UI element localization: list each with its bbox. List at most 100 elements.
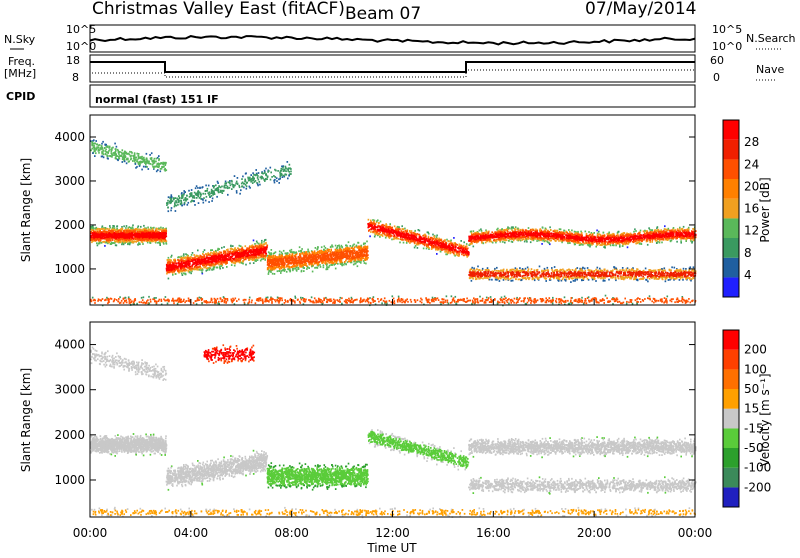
power-echo-cell [132,224,134,226]
power-echo-cell [460,240,462,242]
power-echo-cell [115,237,117,239]
power-echo-cell [301,262,303,264]
power-echo-cell [347,253,349,255]
power-echo-cell [317,251,319,253]
power-echo-cell [138,235,140,237]
power-echo-cell [192,261,194,263]
power-echo-cell [281,252,283,254]
power-echo-cell [123,241,125,243]
power-echo-cell [249,254,251,256]
power-echo-cell [373,221,375,223]
power-echo-cell [287,258,289,260]
power-echo-cell [250,258,252,260]
power-echo-cell [140,226,142,228]
power-echo-cell [463,251,465,253]
power-echo-cell [292,253,294,255]
power-echo-cell [122,232,124,234]
power-echo-cell [205,258,207,260]
power-echo-cell [140,235,142,237]
power-echo-cell [203,251,205,253]
power-echo-cell [332,255,334,257]
power-echo-cell [437,238,439,240]
power-echo-cell [311,263,313,265]
power-echo-cell [340,263,342,265]
power-echo-cell [117,241,119,243]
power-echo-cell [301,259,303,261]
power-echo-cell [291,263,293,265]
power-echo-cell [239,251,241,253]
power-echo-cell [168,278,170,280]
power-echo-cell [268,259,270,261]
power-echo-cell [346,258,348,260]
power-echo-cell [356,245,358,247]
power-echo-cell [357,242,359,244]
power-echo-cell [237,259,239,261]
power-echo-cell [167,271,169,273]
power-echo-cell [178,268,180,270]
power-echo-cell [274,258,276,260]
power-echo-cell [401,230,403,232]
power-echo-cell [319,252,321,254]
power-echo-cell [286,256,288,258]
power-echo-cell [330,259,332,261]
power-echo-cell [415,245,417,247]
power-echo-cell [463,245,465,247]
power-echo-cell [308,262,310,264]
power-echo-cell [381,234,383,236]
power-echo-cell [403,229,405,231]
power-echo-cell [411,230,413,232]
power-echo-cell [384,233,386,235]
power-echo-cell [108,239,110,241]
power-echo-cell [205,265,207,267]
power-echo-cell [278,270,280,272]
power-echo-cell [279,253,281,255]
power-echo-cell [372,231,374,233]
power-echo-cell [344,256,346,258]
power-echo-cell [336,248,338,250]
power-echo-cell [253,262,255,264]
power-echo-cell [452,251,454,253]
power-echo-cell [407,233,409,235]
power-echo-cell [101,228,103,230]
power-echo-cell [198,261,200,263]
power-echo-cell [335,254,337,256]
power-echo-cell [98,238,100,240]
power-echo-cell [358,252,360,254]
power-echo-cell [284,266,286,268]
power-echo-cell [93,234,95,236]
power-echo-cell [154,237,156,239]
power-echo-cell [443,249,445,251]
power-echo-cell [406,242,408,244]
power-echo-cell [428,236,430,238]
power-echo-cell [265,243,267,245]
power-echo-cell [355,253,357,255]
power-echo-cell [445,249,447,251]
power-echo-cell [403,242,405,244]
power-echo-cell [446,239,448,241]
power-echo-cell [419,230,421,232]
power-echo-cell [433,243,435,245]
power-echo-cell [257,251,259,253]
power-echo-cell [319,261,321,263]
power-echo-cell [434,242,436,244]
power-echo-cell [192,267,194,269]
power-echo-cell [445,253,447,255]
power-echo-cell [182,267,184,269]
power-echo-cell [253,240,255,242]
power-echo-cell [289,254,291,256]
power-echo-cell [341,245,343,247]
power-echo-cell [424,234,426,236]
power-echo-cell [289,266,291,268]
power-echo-cell [223,251,225,253]
power-echo-cell [109,227,111,229]
power-echo-cell [221,265,223,267]
power-echo-cell [181,259,183,261]
power-echo-cell [292,256,294,258]
power-echo-cell [346,245,348,247]
power-echo-cell [247,257,249,259]
power-echo-cell [299,264,301,266]
power-echo-cell [381,225,383,227]
power-echo-cell [173,265,175,267]
power-echo-cell [426,248,428,250]
power-echo-cell [405,231,407,233]
